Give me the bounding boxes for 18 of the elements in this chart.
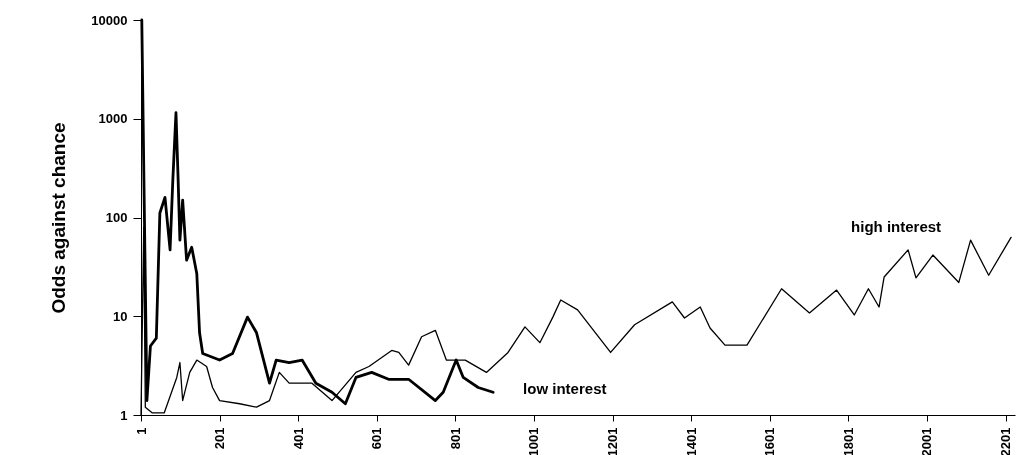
x-tick-label: 201 [212,427,228,450]
text: low interest [523,380,607,398]
x-tick-label: 401 [290,427,306,450]
x-tick-label: 1201 [605,427,621,455]
x-tick-label: 1401 [683,427,699,455]
y-tick-label: 100 [105,210,128,225]
x-tick-label: 1001 [526,427,542,455]
y-axis-title: Odds against chance [48,122,70,314]
x-tick-label: 801 [447,427,463,450]
y-tick-label: 10000 [91,12,128,28]
x-tick-label: 1801 [840,427,856,455]
x-tick-label: 1 [133,427,149,435]
y-tick-label: 1 [120,407,128,423]
y-tick-label: 10 [113,308,128,324]
y-tick-label: 1000 [98,111,128,127]
x-tick-label: 601 [369,427,385,450]
series-label: high interest [851,218,942,236]
x-tick-label: 1601 [762,427,778,455]
